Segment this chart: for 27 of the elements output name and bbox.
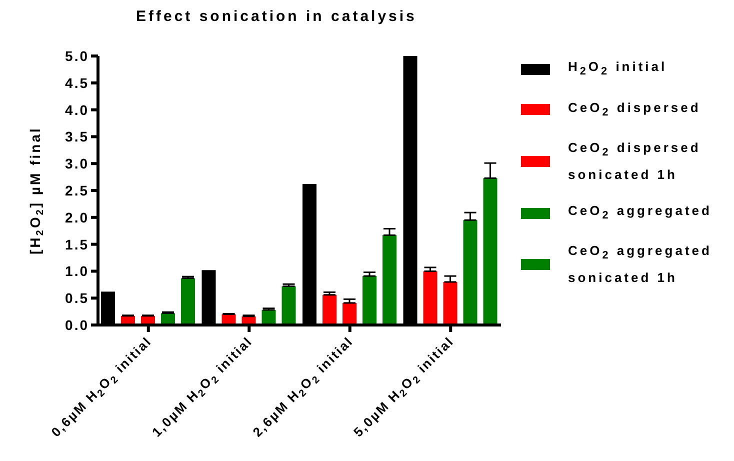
bar — [483, 178, 498, 325]
bar — [463, 220, 478, 325]
y-tick-label: 2.0 — [65, 209, 89, 226]
bar — [282, 286, 296, 325]
y-tick-label: 0.0 — [65, 316, 89, 333]
y-tick-label: 5.0 — [65, 48, 89, 64]
y-tick-label: 0.5 — [65, 290, 89, 306]
y-tick-label: 3.5 — [65, 128, 89, 145]
y-tick-label: 4.5 — [65, 74, 89, 91]
bar — [443, 282, 458, 325]
y-tick-label: 1.0 — [65, 263, 89, 280]
y-tick-label: 3.0 — [65, 156, 89, 172]
y-tick-label: 2.5 — [65, 182, 89, 198]
legend-label: H$_{2}$O$_{2}$ initial — [568, 59, 668, 78]
bar — [322, 294, 336, 325]
bar — [342, 302, 356, 325]
legend-label: CeO$_{2}$ aggregated — [568, 202, 712, 222]
bar — [382, 235, 396, 325]
bar — [362, 276, 376, 325]
y-tick-label: 4.0 — [65, 102, 89, 118]
legend-label: CeO$_{2}$ aggregated sonicated 1h — [568, 243, 712, 285]
y-tick-label: 1.5 — [65, 236, 89, 252]
legend-label: CeO$_{2}$ dispersed — [568, 100, 701, 118]
legend-label: CeO$_{2}$ dispersed sonicated 1h — [568, 140, 701, 182]
chart-title: Effect sonication in catalysis — [136, 8, 417, 25]
bar — [181, 278, 195, 325]
bar — [423, 271, 438, 325]
